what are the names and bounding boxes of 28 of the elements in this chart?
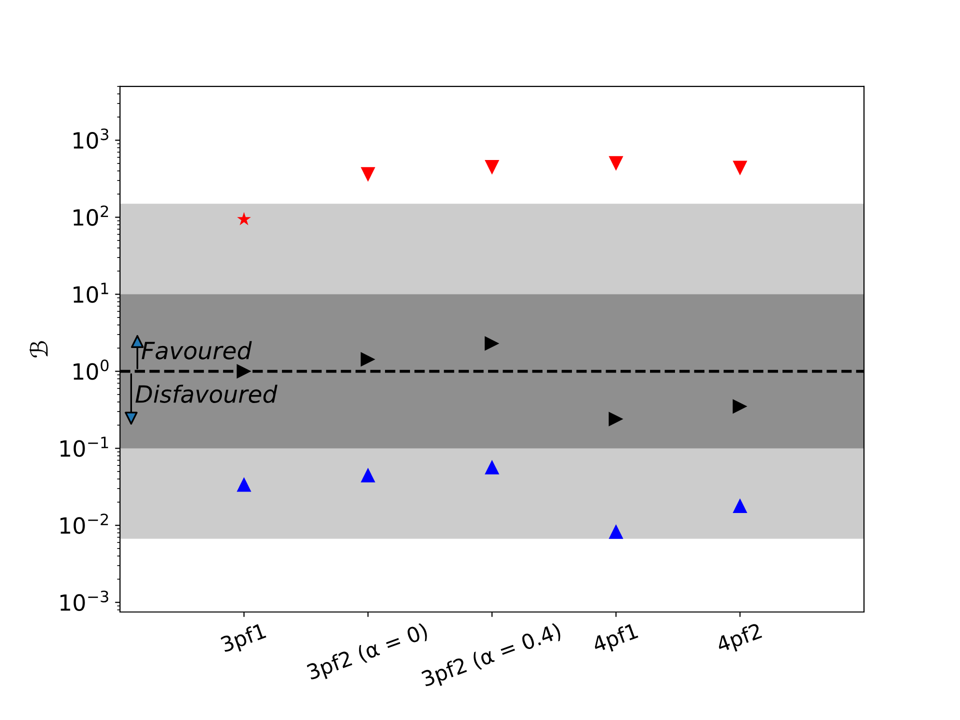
y-axis-title: ℬ: [29, 341, 48, 358]
point: [484, 336, 500, 351]
x-tick-label: 4pf1: [591, 622, 640, 656]
y-tick-label: 10$^{−1}$: [60, 436, 108, 457]
annotation: Disfavoured: [136, 384, 278, 403]
point: [484, 460, 500, 474]
y-tick-label: 10$^{0}$: [74, 360, 109, 380]
point: [360, 167, 376, 182]
point: [732, 160, 748, 176]
point: [732, 399, 748, 414]
y-tick-label: 10$^{2}$: [74, 205, 108, 226]
point: [236, 364, 252, 379]
y-tick-label: 10$^{3}$: [74, 128, 108, 149]
point: [484, 160, 500, 175]
y-tick-label: 10$^{−2}$: [60, 514, 108, 534]
point: [732, 498, 748, 513]
x-tick-label: 3pf1: [220, 622, 268, 656]
annotation: Favoured: [142, 341, 252, 360]
point: [360, 468, 376, 482]
point: [608, 412, 624, 426]
point: [360, 352, 376, 367]
x-tick-label: 4pf2: [715, 622, 764, 656]
point: [608, 524, 624, 539]
point: [236, 477, 252, 492]
y-tick-label: 10$^{−3}$: [60, 590, 108, 611]
point: [608, 156, 624, 171]
y-tick-label: 10$^{1}$: [74, 282, 108, 303]
point: [237, 212, 251, 226]
